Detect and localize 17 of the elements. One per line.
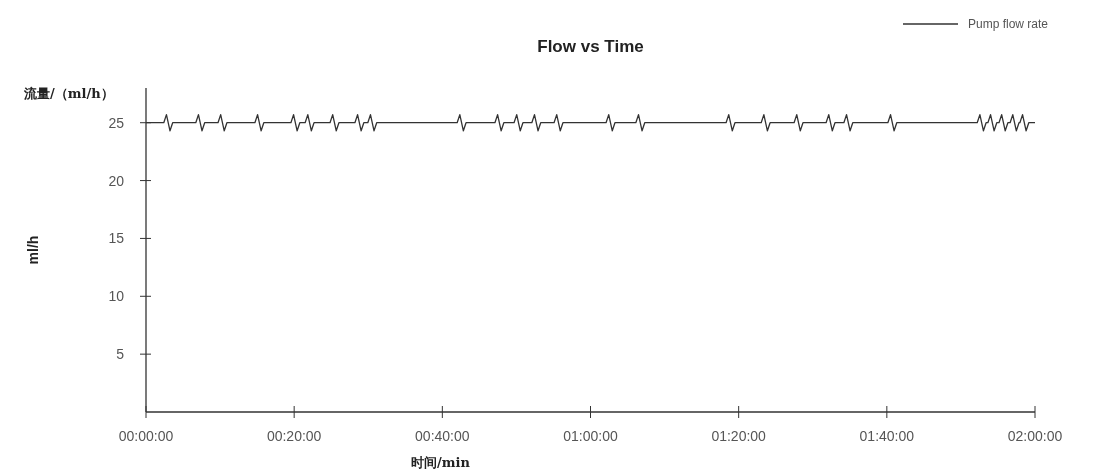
y-tick-label: 20 [108,172,125,189]
y-tick-label: 10 [108,288,125,305]
y-tick-label: 25 [108,114,125,131]
x-tick-label: 01:20:00 [711,428,767,444]
x-tick-label: 01:00:00 [563,428,618,444]
x-axis-title: 时间/min [411,455,471,470]
chart-title: Flow vs Time [537,37,644,56]
legend-label: Pump flow rate [968,17,1049,31]
x-tick-label: 01:40:00 [859,428,915,444]
x-tick-label: 00:00:00 [118,428,174,444]
x-tick-label: 02:00:00 [1007,428,1063,444]
y-tick-label: 15 [108,230,125,247]
text: 流量/（ml/h） [23,86,114,101]
x-tick-label: 00:20:00 [266,428,322,444]
x-tick-label: 00:40:00 [415,428,470,444]
y-axis-title: ml/h [25,235,41,265]
y-tick-label: 5 [116,346,125,363]
